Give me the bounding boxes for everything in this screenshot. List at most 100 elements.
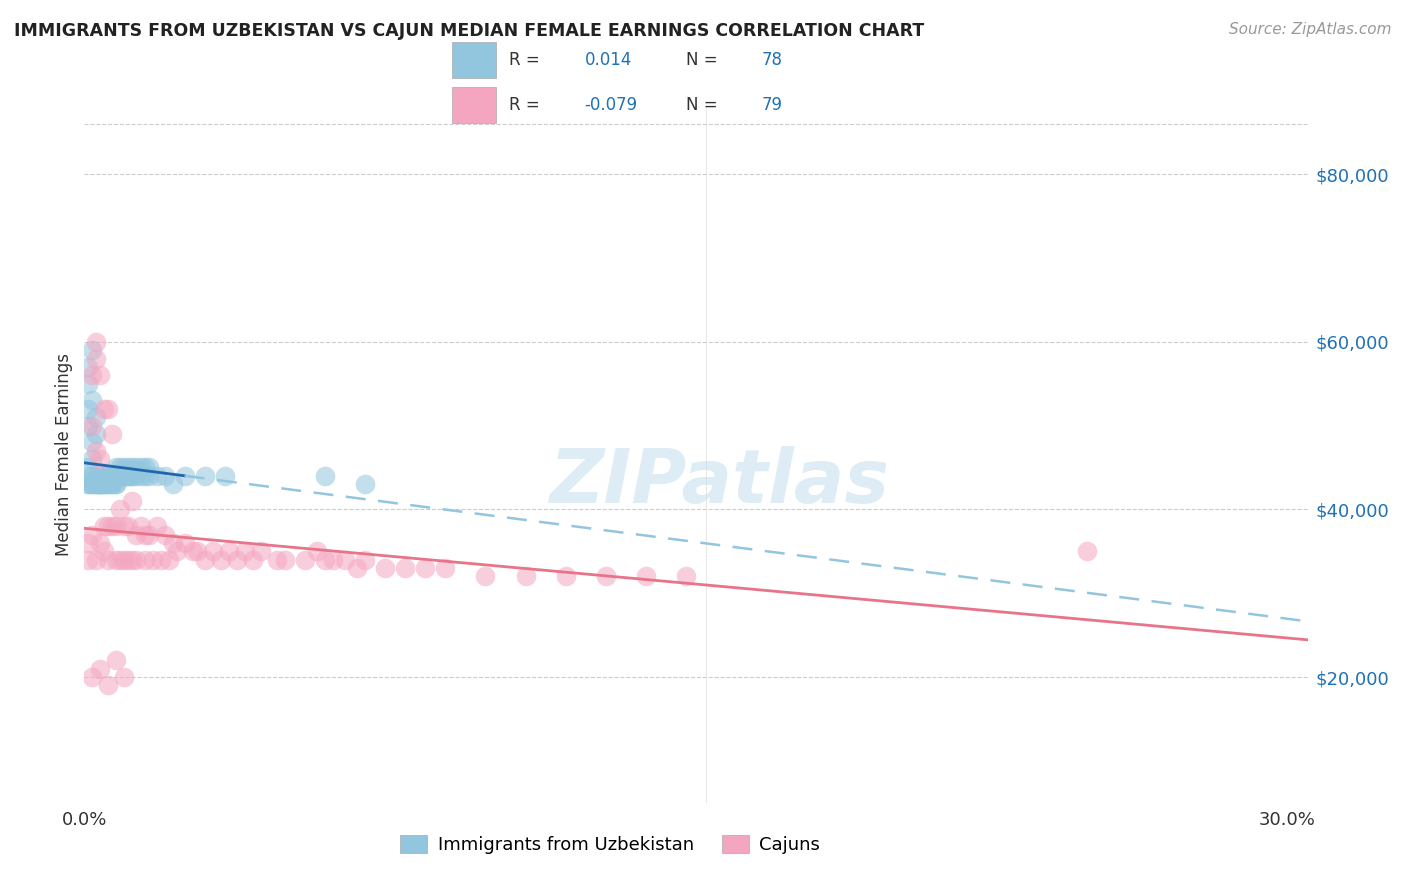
Point [374,561,396,575]
Point [162,536,184,550]
Point [474,569,496,583]
Point [322,552,344,566]
Point [89,452,111,467]
Point [294,552,316,566]
Point [105,519,128,533]
Point [225,552,247,566]
Point [114,468,136,483]
Point [110,468,132,483]
Point [173,536,195,550]
Point [138,527,160,541]
Point [82,477,104,491]
Point [89,477,111,491]
Point [129,460,152,475]
Point [86,468,108,483]
Point [117,460,139,475]
Point [194,468,217,483]
Point [121,494,143,508]
Point [89,662,111,676]
Point [86,477,108,491]
Text: IMMIGRANTS FROM UZBEKISTAN VS CAJUN MEDIAN FEMALE EARNINGS CORRELATION CHART: IMMIGRANTS FROM UZBEKISTAN VS CAJUN MEDI… [14,22,924,40]
Point [101,477,124,491]
Point [97,552,120,566]
FancyBboxPatch shape [451,87,496,123]
Point [266,552,288,566]
Point [89,477,111,491]
Point [97,678,120,692]
Point [149,552,172,566]
Point [110,502,132,516]
Point [117,552,139,566]
Point [105,653,128,667]
Point [86,443,108,458]
Point [314,552,336,566]
Point [89,536,111,550]
Text: -0.079: -0.079 [585,96,638,114]
Text: N =: N = [686,96,723,114]
Point [114,519,136,533]
Point [105,552,128,566]
Point [129,468,152,483]
Point [89,477,111,491]
Point [134,552,156,566]
Point [157,552,180,566]
Point [89,468,111,483]
Point [110,552,132,566]
Point [93,468,115,483]
Point [86,410,108,425]
Legend: Immigrants from Uzbekistan, Cajuns: Immigrants from Uzbekistan, Cajuns [391,826,830,863]
Point [515,569,537,583]
Point [134,468,156,483]
Point [77,401,100,416]
Point [121,552,143,566]
Point [86,351,108,366]
Point [86,477,108,491]
Point [93,468,115,483]
Point [125,460,148,475]
Point [121,468,143,483]
Point [93,477,115,491]
Point [105,460,128,475]
Point [117,468,139,483]
Point [145,468,167,483]
Point [97,519,120,533]
Point [101,468,124,483]
Point [250,544,273,558]
Point [354,477,377,491]
Point [82,468,104,483]
Point [138,460,160,475]
Point [77,376,100,391]
Point [89,368,111,383]
Point [117,519,139,533]
Point [82,418,104,433]
Point [554,569,576,583]
Point [82,670,104,684]
Point [114,552,136,566]
Point [110,468,132,483]
Point [82,343,104,358]
Point [86,427,108,442]
Point [101,477,124,491]
Point [101,519,124,533]
Point [634,569,657,583]
Point [346,561,368,575]
Point [77,418,100,433]
Point [314,468,336,483]
Point [242,552,264,566]
Point [162,477,184,491]
Point [134,460,156,475]
Point [194,552,217,566]
Point [675,569,697,583]
Point [434,561,457,575]
Point [105,477,128,491]
Point [101,427,124,442]
Text: 79: 79 [762,96,783,114]
Point [82,527,104,541]
Point [86,477,108,491]
Point [105,477,128,491]
Point [117,468,139,483]
Point [134,527,156,541]
Point [93,477,115,491]
Point [93,477,115,491]
Text: 78: 78 [762,51,783,69]
